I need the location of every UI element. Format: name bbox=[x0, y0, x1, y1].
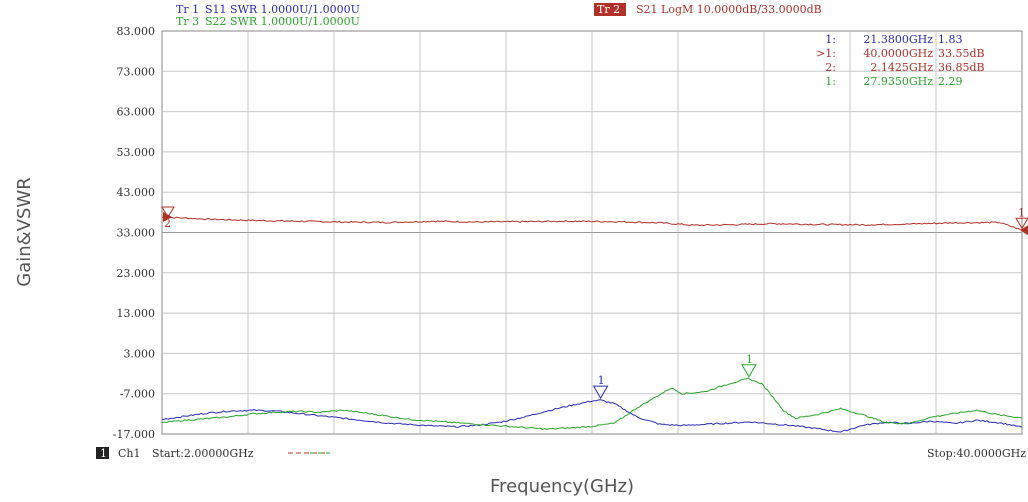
y-tick-label: -7.000 bbox=[120, 388, 155, 401]
tr3-text: S22 SWR 1.0000U/1.0000U bbox=[205, 15, 360, 28]
y-tick-label: 53.000 bbox=[117, 146, 156, 159]
marker-readout-table: 1: 21.3800GHz 1.83 >1: 40.0000GHz 33.55dB 2: 2.… bbox=[816, 33, 985, 88]
y-tick-label: 3.000 bbox=[124, 347, 156, 360]
y-axis-title: Gain&VSWR bbox=[14, 177, 35, 286]
series-line-s11-swr bbox=[162, 399, 1023, 433]
grid bbox=[162, 31, 1022, 434]
readout-frequency: 27.9350GHz bbox=[863, 75, 933, 88]
y-tick-labels: 83.000 73.000 63.000 53.000 43.000 33.000 23.0… bbox=[113, 25, 155, 441]
ch1-tag-bg[interactable] bbox=[96, 447, 109, 459]
y-tick-label: 43.000 bbox=[117, 186, 156, 199]
x-axis-title: Frequency(GHz) bbox=[490, 476, 634, 497]
marker-label: 1 bbox=[746, 353, 753, 366]
marker-2-triangle[interactable] bbox=[161, 206, 175, 218]
readout-value: 36.85dB bbox=[938, 61, 985, 74]
start-frequency: Start:2.00000GHz bbox=[152, 447, 254, 460]
y-tick-label: 23.000 bbox=[117, 267, 156, 280]
tr2-tag-bg[interactable] bbox=[594, 3, 626, 16]
marker-1-triangle[interactable] bbox=[1015, 217, 1028, 230]
readout-id: 1: bbox=[825, 75, 836, 88]
marker-triangle[interactable] bbox=[592, 385, 609, 400]
y-tick-label: -17.000 bbox=[113, 428, 155, 441]
y-tick-label: 73.000 bbox=[117, 65, 156, 78]
readout-value: 1.83 bbox=[938, 33, 963, 46]
readout-id: >1: bbox=[816, 47, 836, 60]
tr2-tag[interactable]: Tr 2 bbox=[597, 3, 620, 16]
readout-value: 2.29 bbox=[938, 75, 963, 88]
readout-frequency: 40.0000GHz bbox=[863, 47, 933, 60]
plot-area: 83.00073.00063.00053.00043.00033.00023.0… bbox=[113, 25, 1028, 441]
series-line-s22-swr bbox=[161, 377, 1023, 431]
y-tick-label: 13.000 bbox=[117, 307, 156, 320]
readout-id: 1: bbox=[825, 33, 836, 46]
readout-value: 33.55dB bbox=[938, 47, 985, 60]
y-tick-label: 33.000 bbox=[117, 227, 156, 240]
marker-symbols: 1 1 2 1 bbox=[161, 206, 1028, 400]
tr1-tag[interactable]: Tr 1 bbox=[176, 3, 199, 16]
readout-frequency: 2.1425GHz bbox=[870, 61, 933, 74]
ch1-label: Ch1 bbox=[118, 447, 141, 460]
marker-label: 1 bbox=[598, 374, 605, 387]
tr1-text: S11 SWR 1.0000U/1.0000U bbox=[205, 3, 360, 16]
stop-frequency: Stop:40.0000GHz bbox=[927, 447, 1026, 460]
readout-frequency: 21.3800GHz bbox=[863, 33, 933, 46]
y-tick-label: 63.000 bbox=[117, 106, 156, 119]
readout-id: 2: bbox=[825, 61, 836, 74]
y-tick-label: 83.000 bbox=[117, 25, 156, 38]
marker-triangle[interactable] bbox=[741, 364, 757, 378]
series-line-s21-logm bbox=[162, 216, 1023, 231]
series-lines bbox=[161, 216, 1023, 433]
marker-label: 2 bbox=[164, 217, 171, 230]
tr3-tag[interactable]: Tr 3 bbox=[176, 15, 199, 28]
ch1-tag[interactable]: 1 bbox=[100, 447, 107, 460]
marker-1-icon[interactable] bbox=[1020, 225, 1028, 236]
marker-label: 1 bbox=[1018, 206, 1025, 219]
tr2-text: S21 LogM 10.0000dB/33.0000dB bbox=[636, 3, 822, 16]
